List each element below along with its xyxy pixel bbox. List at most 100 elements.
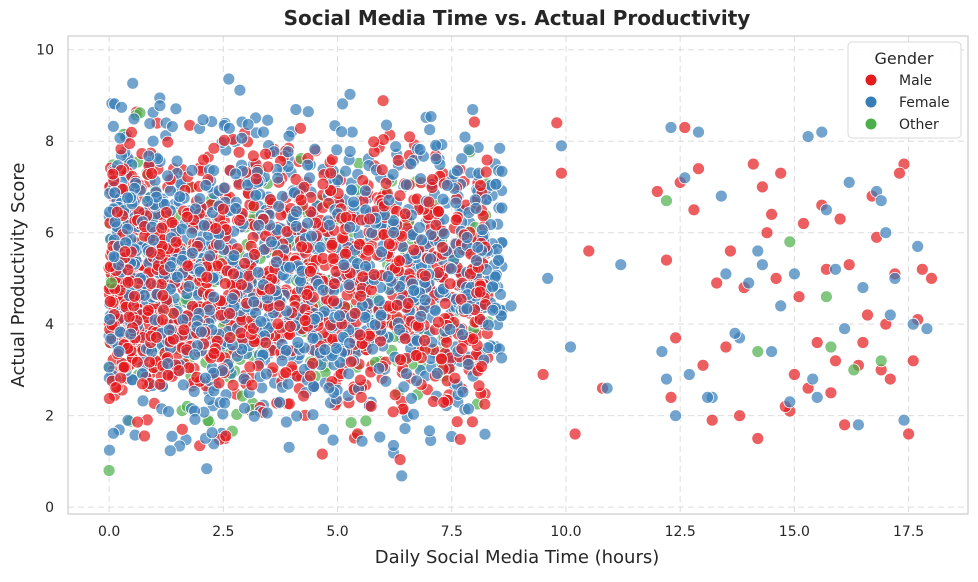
male-point bbox=[455, 342, 469, 356]
female-point bbox=[783, 395, 797, 409]
other-point bbox=[660, 194, 673, 208]
female-point bbox=[343, 220, 357, 234]
male-point bbox=[131, 415, 145, 429]
female-point bbox=[382, 193, 396, 207]
male-point bbox=[379, 176, 393, 190]
female-point bbox=[251, 265, 265, 279]
male-point bbox=[422, 195, 436, 209]
female-point bbox=[162, 405, 176, 419]
female-point bbox=[495, 351, 509, 365]
male-point bbox=[797, 217, 810, 230]
male-point bbox=[810, 336, 824, 349]
female-point bbox=[386, 167, 400, 181]
female-point bbox=[199, 178, 213, 192]
male-point bbox=[824, 386, 838, 400]
male-point bbox=[354, 390, 368, 404]
female-point bbox=[366, 342, 380, 356]
legend-label-female: Female bbox=[899, 95, 950, 111]
female-point bbox=[104, 332, 118, 346]
male-point bbox=[431, 315, 445, 329]
legend-label-other: Other bbox=[899, 117, 939, 133]
female-point bbox=[316, 422, 330, 436]
other-point bbox=[344, 416, 358, 430]
male-point bbox=[263, 193, 277, 207]
female-point bbox=[456, 328, 470, 342]
female-point bbox=[407, 284, 421, 298]
male-point bbox=[143, 355, 157, 369]
male-point bbox=[249, 172, 263, 186]
female-point bbox=[316, 283, 330, 297]
male-point bbox=[660, 253, 673, 267]
male-point bbox=[842, 258, 856, 272]
female-point bbox=[279, 415, 293, 429]
male-point bbox=[829, 354, 842, 368]
female-point bbox=[444, 262, 458, 276]
male-point bbox=[902, 427, 915, 441]
female-point bbox=[372, 361, 386, 375]
other-point bbox=[105, 276, 118, 290]
male-point bbox=[123, 137, 137, 151]
y-tick-label: 6 bbox=[45, 226, 54, 242]
male-point bbox=[339, 247, 352, 261]
female-point bbox=[375, 245, 389, 259]
female-point bbox=[414, 172, 428, 186]
female-point bbox=[126, 76, 140, 90]
female-point bbox=[478, 427, 492, 441]
male-point bbox=[344, 355, 358, 369]
female-point bbox=[322, 218, 336, 232]
male-point bbox=[669, 331, 682, 345]
female-point bbox=[469, 201, 483, 215]
female-point bbox=[788, 267, 801, 281]
female-point bbox=[381, 270, 395, 283]
female-point bbox=[440, 178, 454, 192]
female-point bbox=[313, 241, 327, 254]
male-point bbox=[353, 328, 367, 342]
female-point bbox=[462, 143, 476, 157]
female-point bbox=[254, 315, 268, 328]
male-point bbox=[125, 125, 138, 139]
female-point bbox=[475, 223, 489, 237]
female-point bbox=[404, 157, 418, 171]
female-point bbox=[198, 371, 212, 385]
female-point bbox=[162, 323, 176, 337]
female-point bbox=[306, 408, 320, 422]
male-point bbox=[156, 313, 170, 327]
female-point bbox=[115, 100, 128, 114]
male-point bbox=[473, 285, 487, 299]
female-point bbox=[264, 235, 278, 249]
male-point bbox=[382, 237, 396, 251]
female-point bbox=[395, 469, 409, 483]
female-point bbox=[203, 249, 217, 263]
male-point bbox=[207, 141, 221, 155]
female-point bbox=[397, 380, 411, 394]
male-point bbox=[394, 353, 408, 367]
male-point bbox=[893, 166, 906, 180]
x-tick-label: 0.0 bbox=[98, 524, 120, 540]
male-point bbox=[128, 289, 141, 303]
female-point bbox=[437, 227, 451, 241]
x-tick-label: 2.5 bbox=[212, 524, 234, 540]
y-tick-label: 4 bbox=[45, 317, 54, 333]
female-point bbox=[495, 201, 509, 215]
male-point bbox=[449, 213, 463, 227]
male-point bbox=[765, 207, 778, 221]
female-point bbox=[303, 171, 316, 185]
male-point bbox=[243, 360, 257, 374]
male-point bbox=[153, 377, 167, 391]
female-point bbox=[374, 308, 388, 322]
female-point bbox=[405, 391, 418, 405]
data-points bbox=[102, 72, 938, 483]
female-point bbox=[664, 121, 678, 134]
male-point bbox=[883, 372, 897, 386]
chart-title: Social Media Time vs. Actual Productivit… bbox=[284, 6, 751, 30]
female-point bbox=[322, 381, 336, 395]
male-point bbox=[403, 130, 417, 144]
male-point bbox=[141, 303, 155, 317]
female-point bbox=[188, 348, 202, 362]
female-point bbox=[273, 395, 287, 409]
female-point bbox=[185, 163, 199, 177]
female-point bbox=[217, 181, 231, 195]
female-point bbox=[330, 143, 344, 157]
female-point bbox=[682, 368, 696, 381]
